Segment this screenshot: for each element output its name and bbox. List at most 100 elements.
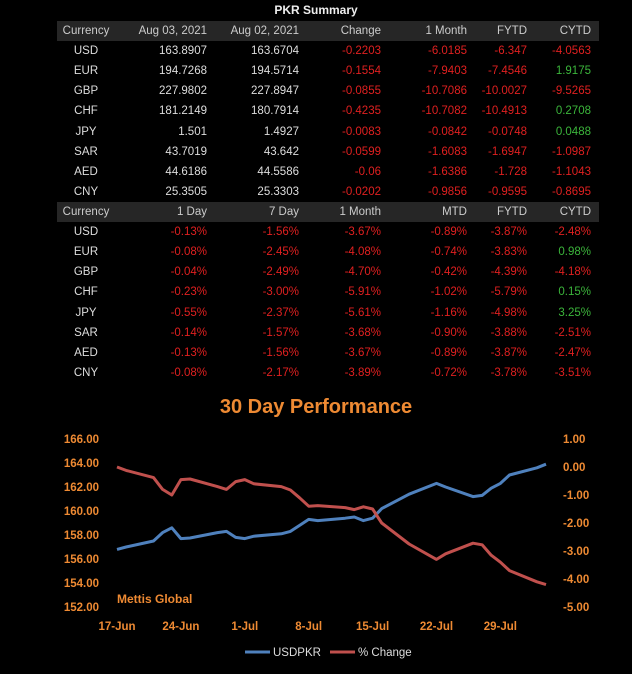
column-header: CYTD bbox=[535, 21, 599, 42]
y-left-tick-label: 156.00 bbox=[64, 554, 99, 566]
currency-code: CNY bbox=[73, 185, 99, 198]
table-cell: -6.0185 bbox=[427, 45, 467, 58]
table-row: SAR 43.7019 43.642 -0.0599 -1.6083 -1.6947 -1.… bbox=[57, 142, 599, 162]
y-right-tick-label: -3.00 bbox=[563, 546, 589, 558]
currency-code: GBP bbox=[73, 266, 99, 279]
table-cell: -2.37% bbox=[262, 306, 299, 319]
rates-table-header: Currency Aug 03, 2021 Aug 02, 2021 Change 1 … bbox=[57, 21, 599, 42]
table-row: AED 44.6186 44.5586 -0.06 -1.6386 -1.728 -1.10… bbox=[57, 162, 599, 182]
table-row: CNY -0.08% -2.17% -3.89% -0.72% -3.78% -3.51% bbox=[57, 363, 599, 383]
currency-code: CNY bbox=[73, 366, 99, 379]
table-cell: 180.7914 bbox=[251, 105, 299, 118]
table-cell: -3.87% bbox=[490, 346, 527, 359]
table-row: CHF 181.2149 180.7914 -0.4235 -10.7082 -10.49… bbox=[57, 101, 599, 121]
currency-code: CHF bbox=[74, 286, 98, 299]
x-tick-label: 24-Jun bbox=[162, 621, 199, 633]
table-cell: -2.49% bbox=[262, 266, 299, 279]
column-header: 1 Month bbox=[307, 202, 389, 223]
y-left-tick-label: 152.00 bbox=[64, 602, 99, 614]
table-cell: -0.08% bbox=[170, 366, 207, 379]
column-header: MTD bbox=[389, 202, 475, 223]
table-cell: -1.728 bbox=[494, 165, 527, 178]
table-cell: 0.98% bbox=[558, 246, 591, 259]
table-cell: -10.4913 bbox=[481, 105, 527, 118]
table-cell: -0.0083 bbox=[341, 125, 381, 138]
table-cell: -0.14% bbox=[170, 326, 207, 339]
column-header: FYTD bbox=[475, 202, 535, 223]
table-cell: -10.0027 bbox=[481, 85, 527, 98]
table-cell: -0.0748 bbox=[487, 125, 527, 138]
table-cell: -9.5265 bbox=[551, 85, 591, 98]
y-right-tick-label: -2.00 bbox=[563, 518, 589, 530]
table-cell: -4.39% bbox=[490, 266, 527, 279]
y-left-tick-label: 160.00 bbox=[64, 506, 99, 518]
column-header: Aug 03, 2021 bbox=[123, 21, 215, 42]
table-cell: 1.501 bbox=[178, 125, 207, 138]
table-cell: 25.3303 bbox=[257, 185, 299, 198]
table-cell: -10.7082 bbox=[421, 105, 467, 118]
table-cell: -10.7086 bbox=[421, 85, 467, 98]
y-right-tick-label: -1.00 bbox=[563, 490, 589, 502]
table-cell: 194.7268 bbox=[159, 65, 207, 78]
y-left-tick-label: 162.00 bbox=[64, 482, 99, 494]
table-row: USD 163.8907 163.6704 -0.2203 -6.0185 -6.347 -… bbox=[57, 41, 599, 61]
y-right-tick-label: -5.00 bbox=[563, 602, 589, 614]
table-cell: -3.87% bbox=[490, 226, 527, 239]
table-cell: 227.8947 bbox=[251, 85, 299, 98]
currency-code: JPY bbox=[75, 125, 97, 138]
table-row: GBP 227.9802 227.8947 -0.0855 -10.7086 -10.00… bbox=[57, 81, 599, 101]
column-header: 1 Day bbox=[123, 202, 215, 223]
legend-label: % Change bbox=[358, 647, 412, 659]
table-cell: -1.6947 bbox=[487, 145, 527, 158]
y-left-tick-label: 158.00 bbox=[64, 530, 99, 542]
table-cell: -3.88% bbox=[490, 326, 527, 339]
table-cell: -0.0842 bbox=[427, 125, 467, 138]
currency-code: SAR bbox=[74, 145, 98, 158]
table-cell: -0.8695 bbox=[551, 185, 591, 198]
table-cell: -0.72% bbox=[430, 366, 467, 379]
column-header: FYTD bbox=[475, 21, 535, 42]
table-cell: -3.67% bbox=[344, 226, 381, 239]
x-tick-label: 8-Jul bbox=[295, 621, 322, 633]
table-cell: -3.68% bbox=[344, 326, 381, 339]
returns-table: Currency 1 Day 7 Day 1 Month MTD FYTD CYTD USD… bbox=[57, 202, 599, 383]
legend-label: USDPKR bbox=[273, 647, 321, 659]
currency-code: AED bbox=[74, 346, 98, 359]
table-cell: -0.04% bbox=[170, 266, 207, 279]
table-cell: -0.0855 bbox=[341, 85, 381, 98]
table-cell: -1.56% bbox=[262, 346, 299, 359]
table-cell: 43.642 bbox=[263, 145, 299, 158]
currency-code: JPY bbox=[75, 306, 97, 319]
table-cell: -1.1043 bbox=[551, 165, 591, 178]
table-cell: -5.61% bbox=[344, 306, 381, 319]
table-cell: -0.0599 bbox=[341, 145, 381, 158]
table-row: SAR -0.14% -1.57% -3.68% -0.90% -3.88% -2.51% bbox=[57, 323, 599, 343]
table-cell: -0.90% bbox=[430, 326, 467, 339]
currency-code: EUR bbox=[73, 65, 99, 78]
table-cell: 163.8907 bbox=[159, 45, 207, 58]
table-cell: -2.48% bbox=[554, 226, 591, 239]
table-row: JPY -0.55% -2.37% -5.61% -1.16% -4.98% 3.25% bbox=[57, 302, 599, 322]
table-cell: -3.83% bbox=[490, 246, 527, 259]
column-header: Currency bbox=[57, 21, 123, 42]
y-right-tick-label: 0.00 bbox=[563, 462, 585, 474]
table-cell: 43.7019 bbox=[165, 145, 207, 158]
table-cell: -0.1554 bbox=[341, 65, 381, 78]
currency-code: SAR bbox=[74, 326, 98, 339]
returns-table-header: Currency 1 Day 7 Day 1 Month MTD FYTD CYTD bbox=[57, 202, 599, 223]
table-cell: 0.15% bbox=[558, 286, 591, 299]
currency-code: EUR bbox=[73, 246, 99, 259]
table-cell: -1.0987 bbox=[551, 145, 591, 158]
table-row: AED -0.13% -1.56% -3.67% -0.89% -3.87% -2.47% bbox=[57, 343, 599, 363]
y-left-tick-label: 164.00 bbox=[64, 458, 99, 470]
table-cell: 194.5714 bbox=[251, 65, 299, 78]
chart-title: 30 Day Performance bbox=[219, 396, 413, 418]
table-row: GBP -0.04% -2.49% -4.70% -0.42% -4.39% -4.18% bbox=[57, 262, 599, 282]
table-cell: -0.0202 bbox=[341, 185, 381, 198]
table-cell: 3.25% bbox=[558, 306, 591, 319]
table-cell: -5.91% bbox=[344, 286, 381, 299]
table-cell: 227.9802 bbox=[159, 85, 207, 98]
watermark-label: Mettis Global bbox=[117, 592, 192, 606]
table-cell: -1.16% bbox=[430, 306, 467, 319]
